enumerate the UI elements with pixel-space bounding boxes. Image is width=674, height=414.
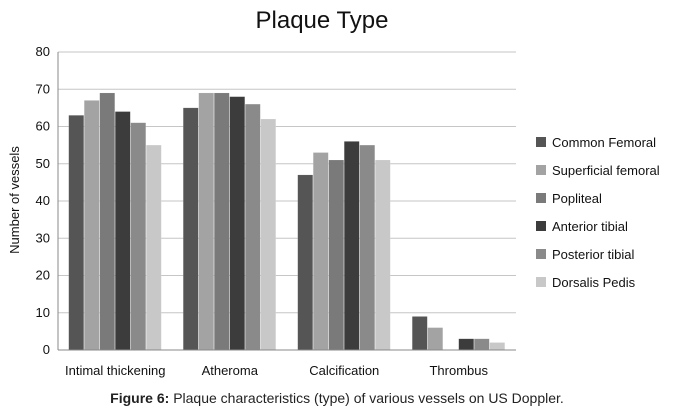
- bar: [412, 316, 428, 351]
- figure-caption-label: Figure 6:: [110, 390, 170, 406]
- legend-label: Dorsalis Pedis: [552, 275, 636, 290]
- bar: [115, 111, 131, 351]
- bar: [427, 327, 443, 351]
- bar: [328, 159, 344, 351]
- bar: [474, 338, 490, 351]
- y-tick-label: 30: [36, 230, 50, 245]
- legend-swatch: [536, 165, 546, 175]
- bar: [84, 100, 100, 351]
- bar: [359, 144, 375, 351]
- legend-label: Popliteal: [552, 191, 602, 206]
- bar: [458, 338, 474, 351]
- y-tick-label: 20: [36, 268, 50, 283]
- chart-title: Plaque Type: [256, 7, 389, 34]
- legend-swatch: [536, 193, 546, 203]
- legend-swatch: [536, 221, 546, 231]
- legend-label: Anterior tibial: [552, 219, 628, 234]
- y-tick-label: 80: [36, 44, 50, 59]
- y-tick-label: 50: [36, 156, 50, 171]
- bar: [68, 115, 84, 351]
- bar: [146, 144, 162, 351]
- legend-label: Posterior tibial: [552, 247, 634, 262]
- bar: [313, 152, 329, 351]
- y-axis-label: Number of vessels: [7, 146, 22, 254]
- y-tick-label: 70: [36, 81, 50, 96]
- x-tick-label: Calcification: [309, 363, 379, 378]
- bar: [229, 96, 245, 351]
- y-tick-label: 60: [36, 119, 50, 134]
- legend-swatch: [536, 137, 546, 147]
- bar: [297, 174, 313, 351]
- x-tick-label: Thrombus: [429, 363, 488, 378]
- y-tick-label: 40: [36, 193, 50, 208]
- figure-caption-text: Plaque characteristics (type) of various…: [173, 390, 564, 406]
- bar: [375, 159, 391, 351]
- bar: [489, 342, 505, 351]
- legend-swatch: [536, 277, 546, 287]
- plaque-type-chart: Plaque Type Number of vessels 0 10 20 30 40 5…: [7, 7, 660, 378]
- bar: [99, 92, 115, 351]
- bar: [214, 92, 230, 351]
- bar: [183, 107, 199, 351]
- figure-caption: Figure 6: Plaque characteristics (type) …: [0, 390, 674, 406]
- legend-swatch: [536, 249, 546, 259]
- bar: [198, 92, 214, 351]
- y-tick-label: 10: [36, 305, 50, 320]
- legend-label: Common Femoral: [552, 135, 656, 150]
- y-tick-label: 0: [43, 342, 50, 357]
- bar: [130, 122, 146, 351]
- legend-label: Superficial femoral: [552, 163, 660, 178]
- bar: [260, 118, 276, 351]
- x-tick-label: Atheroma: [202, 363, 259, 378]
- bar: [344, 141, 360, 351]
- bar: [245, 103, 261, 351]
- x-tick-label: Intimal thickening: [65, 363, 165, 378]
